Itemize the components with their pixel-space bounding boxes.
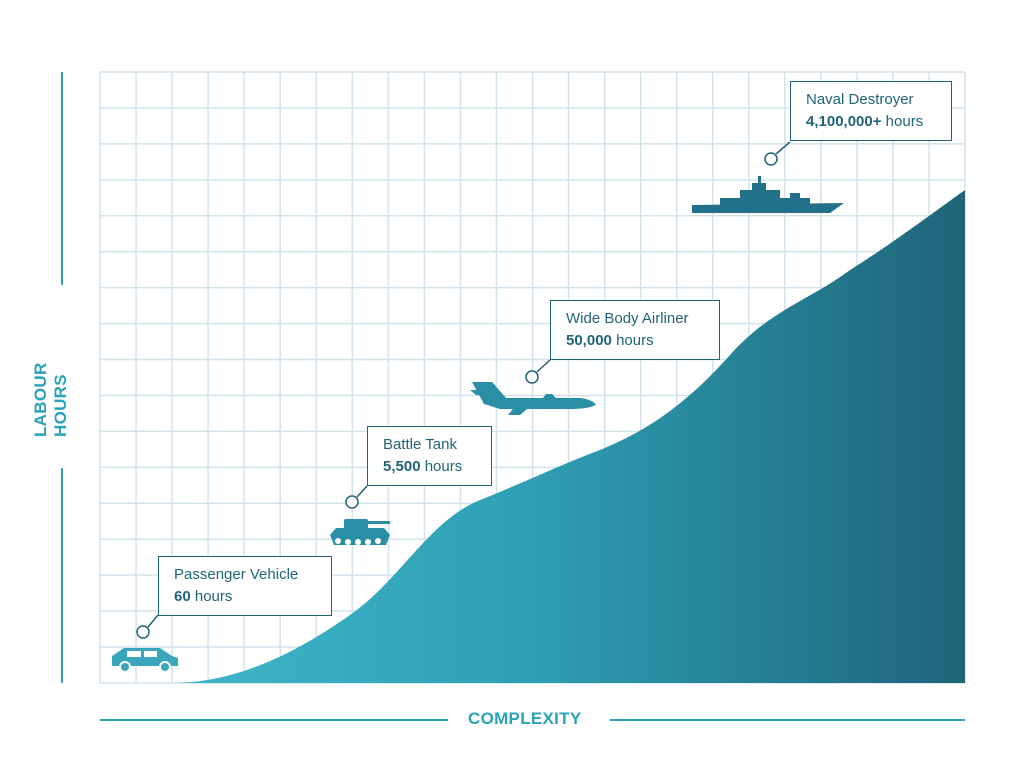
callout-value: 5,500	[383, 458, 421, 475]
connector-dot	[525, 370, 539, 384]
x-axis-label: COMPLEXITY	[468, 709, 582, 729]
connector-dot	[345, 495, 359, 509]
callout-value: 60	[174, 588, 191, 605]
callout-wide-body-airliner: Wide Body Airliner 50,000 hours	[550, 300, 720, 360]
connector-line	[536, 359, 551, 373]
callout-passenger-vehicle: Passenger Vehicle 60 hours	[158, 556, 332, 616]
y-axis-label: LABOUR HOURS	[31, 325, 71, 443]
callout-value-line: 5,500 hours	[383, 456, 480, 478]
callout-label: Battle Tank	[383, 436, 457, 453]
connector-dot	[764, 152, 778, 166]
callout-connectors	[136, 141, 791, 639]
callout-value-line: 60 hours	[174, 586, 320, 608]
connector-line	[775, 141, 791, 155]
car-icon	[112, 648, 178, 673]
callout-naval-destroyer: Naval Destroyer 4,100,000+ hours	[790, 81, 952, 141]
connector-dot	[136, 625, 150, 639]
callout-unit: hours	[885, 113, 924, 130]
tank-icon	[330, 519, 390, 545]
callout-unit: hours	[424, 458, 463, 475]
callout-unit: hours	[194, 588, 233, 605]
callout-value-line: 4,100,000+ hours	[806, 111, 940, 133]
y-axis-label-wrap: LABOUR HOURS	[14, 300, 110, 450]
callout-label: Naval Destroyer	[806, 91, 914, 108]
airplane-icon	[470, 382, 596, 415]
callout-battle-tank: Battle Tank 5,500 hours	[367, 426, 492, 486]
callout-unit: hours	[616, 332, 654, 349]
ship-icon	[692, 176, 844, 213]
connector-line	[356, 485, 368, 498]
connector-line	[147, 614, 159, 628]
callout-label: Passenger Vehicle	[174, 566, 299, 583]
callout-label: Wide Body Airliner	[566, 310, 689, 327]
labour-hours-area	[170, 190, 965, 683]
callout-value: 4,100,000+	[806, 113, 882, 130]
callout-value-line: 50,000 hours	[566, 330, 708, 352]
callout-value: 50,000	[566, 332, 612, 349]
